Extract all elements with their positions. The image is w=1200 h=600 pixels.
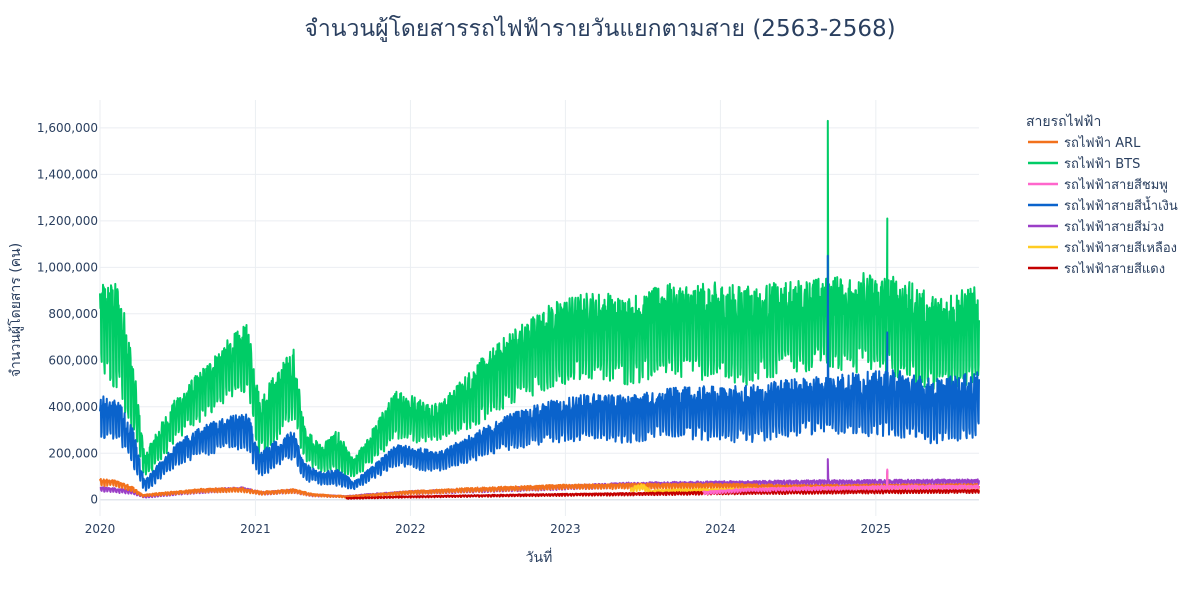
series-line: [99, 119, 980, 478]
x-tick-label: 2022: [395, 522, 426, 536]
legend-item[interactable]: รถไฟฟ้าสายสีแดง: [1028, 261, 1165, 277]
legend-item[interactable]: รถไฟฟ้าสายสีเหลือง: [1028, 240, 1177, 256]
legend-label: รถไฟฟ้าสายสีแดง: [1064, 261, 1165, 277]
legend-label: รถไฟฟ้าสายสีม่วง: [1064, 219, 1164, 235]
x-axis-ticks: 2020 2021 2022 2023 2024 2025: [85, 522, 891, 536]
legend-label: รถไฟฟ้า ARL: [1064, 135, 1141, 151]
y-tick-label: 0: [90, 493, 98, 507]
x-tick-label: 2021: [240, 522, 271, 536]
series-line: [702, 468, 980, 496]
series-line: [99, 254, 980, 492]
y-axis-ticks: 0 200,000 400,000 600,000 800,000 1,000,000 1,…: [37, 121, 98, 507]
chart-title: จำนวนผู้โดยสารรถไฟฟ้ารายวันแยกตามสาย (25…: [304, 15, 895, 42]
series-area: [99, 119, 980, 500]
legend-label: รถไฟฟ้าสายสีเหลือง: [1064, 240, 1177, 256]
x-tick-label: 2024: [705, 522, 736, 536]
legend-title: สายรถไฟฟ้า: [1026, 113, 1101, 130]
legend-items: รถไฟฟ้า ARL รถไฟฟ้า BTS รถไฟฟ้าสายสีชมพูรถ…: [1028, 135, 1178, 277]
x-tick-label: 2023: [550, 522, 581, 536]
y-tick-label: 600,000: [48, 353, 98, 367]
y-tick-label: 1,400,000: [37, 167, 98, 181]
series-line: [345, 488, 980, 500]
legend-item[interactable]: รถไฟฟ้าสายสีม่วง: [1028, 219, 1164, 235]
legend-label: รถไฟฟ้า BTS: [1064, 156, 1140, 172]
x-tick-label: 2025: [861, 522, 892, 536]
y-axis-title: จำนวนผู้โดยสาร (คน): [7, 243, 24, 377]
legend-item[interactable]: รถไฟฟ้า ARL: [1028, 135, 1141, 151]
legend-item[interactable]: รถไฟฟ้า BTS: [1028, 156, 1140, 172]
legend-item[interactable]: รถไฟฟ้าสายสีน้ำเงิน: [1028, 196, 1178, 214]
y-tick-label: 1,600,000: [37, 121, 98, 135]
legend-label: รถไฟฟ้าสายสีน้ำเงิน: [1064, 196, 1178, 214]
y-tick-label: 1,000,000: [37, 260, 98, 274]
x-tick-label: 2020: [85, 522, 116, 536]
legend-label: รถไฟฟ้าสายสีชมพู: [1064, 177, 1168, 193]
y-tick-label: 1,200,000: [37, 214, 98, 228]
x-axis-title: วันที่: [526, 548, 553, 566]
legend-item[interactable]: รถไฟฟ้าสายสีชมพู: [1028, 177, 1168, 193]
y-tick-label: 200,000: [48, 446, 98, 460]
y-tick-label: 400,000: [48, 400, 98, 414]
y-tick-label: 800,000: [48, 307, 98, 321]
